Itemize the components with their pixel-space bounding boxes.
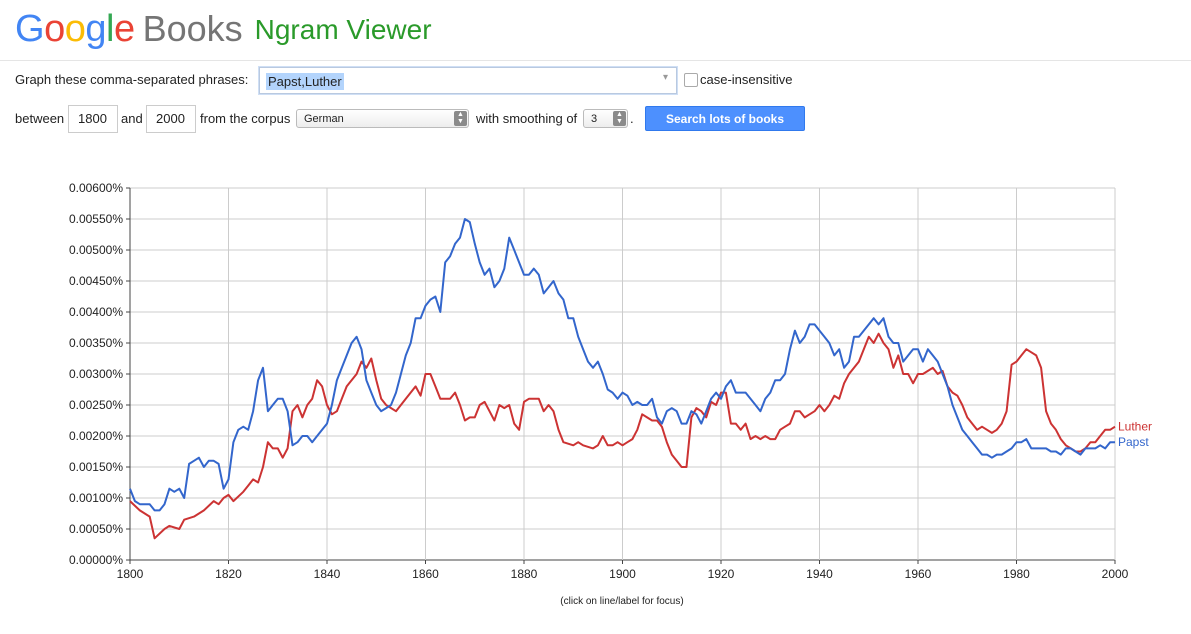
- smoothing-suffix: .: [630, 111, 634, 126]
- books-wordmark: Books: [142, 8, 243, 49]
- search-button[interactable]: Search lots of books: [645, 106, 805, 131]
- y-tick-label: 0.00200%: [69, 429, 123, 443]
- y-tick-label: 0.00150%: [69, 460, 123, 474]
- x-tick-label: 1840: [314, 567, 341, 581]
- legend-label-papst[interactable]: Papst: [1118, 435, 1149, 449]
- and-label: and: [121, 111, 143, 126]
- y-tick-label: 0.00300%: [69, 367, 123, 381]
- y-tick-label: 0.00600%: [69, 181, 123, 195]
- x-tick-label: 1980: [1003, 567, 1030, 581]
- chart-lines[interactable]: [129, 218, 1116, 540]
- header-divider: [0, 60, 1191, 61]
- smoothing-label: with smoothing of: [476, 111, 578, 126]
- x-tick-label: 1880: [511, 567, 538, 581]
- chart-grid: [129, 187, 1116, 561]
- x-tick-label: 1900: [609, 567, 636, 581]
- corpus-select[interactable]: German ▲ ▼: [296, 109, 469, 128]
- y-tick-label: 0.00450%: [69, 274, 123, 288]
- y-tick-label: 0.00550%: [69, 212, 123, 226]
- dropdown-arrow-icon[interactable]: ▾: [662, 72, 668, 83]
- phrases-input[interactable]: Papst,Luther ▾: [259, 67, 677, 94]
- corpus-label: from the corpus: [200, 111, 291, 126]
- y-tick-label: 0.00100%: [69, 491, 123, 505]
- select-arrows-icon: ▲ ▼: [454, 111, 467, 126]
- smoothing-select[interactable]: 3 ▲ ▼: [583, 109, 628, 128]
- chart-axes: 0.00000% 0.00050% 0.00100% 0.00150% 0.00200%…: [69, 181, 1129, 581]
- select-arrows-icon: ▲ ▼: [613, 111, 626, 126]
- phrases-label: Graph these comma-separated phrases:: [15, 72, 249, 87]
- x-tick-label: 1860: [412, 567, 439, 581]
- case-insensitive-label[interactable]: case-insensitive: [700, 72, 793, 87]
- x-tick-label: 2000: [1102, 567, 1129, 581]
- x-tick-label: 1920: [708, 567, 735, 581]
- y-tick-label: 0.00500%: [69, 243, 123, 257]
- google-books-logo[interactable]: Google Books Ngram Viewer: [15, 8, 432, 56]
- x-tick-label: 1940: [806, 567, 833, 581]
- case-insensitive-checkbox[interactable]: [684, 73, 698, 87]
- y-tick-label: 0.00000%: [69, 553, 123, 567]
- legend-label-luther[interactable]: Luther: [1118, 420, 1152, 434]
- series-line-luther[interactable]: [129, 332, 1116, 540]
- x-tick-label: 1800: [117, 567, 144, 581]
- phrases-input-value: Papst,Luther: [266, 73, 344, 90]
- between-label: between: [15, 111, 65, 126]
- y-tick-label: 0.00400%: [69, 305, 123, 319]
- smoothing-select-value: 3: [591, 113, 598, 125]
- year-end-input[interactable]: 2000: [146, 105, 196, 133]
- x-tick-label: 1960: [905, 567, 932, 581]
- y-tick-label: 0.00350%: [69, 336, 123, 350]
- year-start-input[interactable]: 1800: [68, 105, 118, 133]
- google-wordmark: Google: [15, 8, 135, 50]
- series-line-papst[interactable]: [129, 218, 1115, 512]
- page-title: Ngram Viewer: [254, 14, 432, 45]
- corpus-select-value: German: [304, 113, 344, 125]
- y-tick-label: 0.00250%: [69, 398, 123, 412]
- y-tick-label: 0.00050%: [69, 522, 123, 536]
- chart-footnote: (click on line/label for focus): [560, 596, 683, 607]
- x-tick-label: 1820: [215, 567, 242, 581]
